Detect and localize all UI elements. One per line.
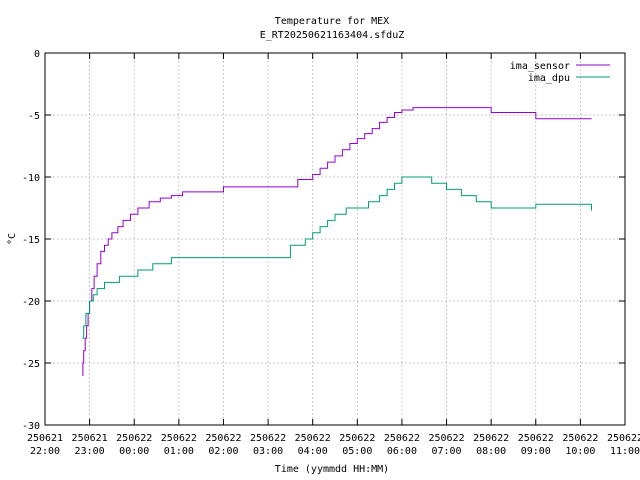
y-tick-label: -25 bbox=[22, 359, 40, 370]
x-tick-label-date: 250622 bbox=[384, 433, 420, 444]
legend-label-ima-dpu: ima_dpu bbox=[528, 73, 570, 84]
x-tick-label-time: 09:00 bbox=[521, 446, 551, 457]
x-tick-label-date: 250622 bbox=[473, 433, 509, 444]
plot-frame bbox=[44, 52, 626, 426]
chart-subtitle: E_RT20250621163404.sfduZ bbox=[260, 30, 405, 41]
y-tick-label: -30 bbox=[22, 421, 40, 432]
x-tick-label-date: 250622 bbox=[428, 433, 464, 444]
x-tick-label-date: 250622 bbox=[518, 433, 554, 444]
x-tick-label-time: 03:00 bbox=[253, 446, 283, 457]
x-tick-label-time: 01:00 bbox=[164, 446, 194, 457]
x-tick-label-date: 250622 bbox=[295, 433, 331, 444]
x-tick-label-date: 250622 bbox=[250, 433, 286, 444]
y-axis-label: °C bbox=[7, 233, 18, 245]
y-tick-label: -10 bbox=[22, 173, 40, 184]
x-tick-label-date: 250622 bbox=[116, 433, 152, 444]
x-tick-label-time: 22:00 bbox=[30, 446, 60, 457]
x-tick-label-time: 05:00 bbox=[342, 446, 372, 457]
x-tick-label-time: 23:00 bbox=[75, 446, 105, 457]
grid-lines bbox=[45, 53, 625, 425]
y-axis: 0 -5 -10 -15 -20 -25 -30 bbox=[22, 49, 625, 432]
x-tick-label-date: 250622 bbox=[339, 433, 375, 444]
chart-title: Temperature for MEX bbox=[275, 16, 389, 27]
series-line-ima-dpu bbox=[82, 176, 592, 339]
x-axis: 250621 22:00 250621 23:00 250622 00:00 250622 0… bbox=[27, 53, 640, 457]
x-tick-label-time: 08:00 bbox=[476, 446, 506, 457]
x-axis-label: Time (yymmdd HH:MM) bbox=[275, 464, 389, 475]
y-tick-label: -15 bbox=[22, 235, 40, 246]
series-line-ima-sensor bbox=[82, 107, 592, 376]
y-tick-label: -5 bbox=[28, 111, 40, 122]
x-tick-label-date: 250621 bbox=[27, 433, 63, 444]
x-tick-label-date: 250621 bbox=[72, 433, 108, 444]
x-tick-label-time: 10:00 bbox=[565, 446, 595, 457]
x-tick-label-time: 11:00 bbox=[610, 446, 640, 457]
x-tick-label-time: 02:00 bbox=[208, 446, 238, 457]
x-tick-label-time: 00:00 bbox=[119, 446, 149, 457]
x-tick-label-date: 250622 bbox=[161, 433, 197, 444]
x-tick-label-time: 07:00 bbox=[431, 446, 461, 457]
x-tick-label-time: 06:00 bbox=[387, 446, 417, 457]
legend-label-ima-sensor: ima_sensor bbox=[510, 61, 570, 72]
plot-series bbox=[82, 107, 592, 376]
y-tick-label: 0 bbox=[34, 49, 40, 60]
x-tick-label-time: 04:00 bbox=[298, 446, 328, 457]
x-tick-label-date: 250622 bbox=[562, 433, 598, 444]
x-tick-label-date: 250622 bbox=[205, 433, 241, 444]
y-tick-label: -20 bbox=[22, 297, 40, 308]
x-tick-label-date: 250622 bbox=[607, 433, 640, 444]
